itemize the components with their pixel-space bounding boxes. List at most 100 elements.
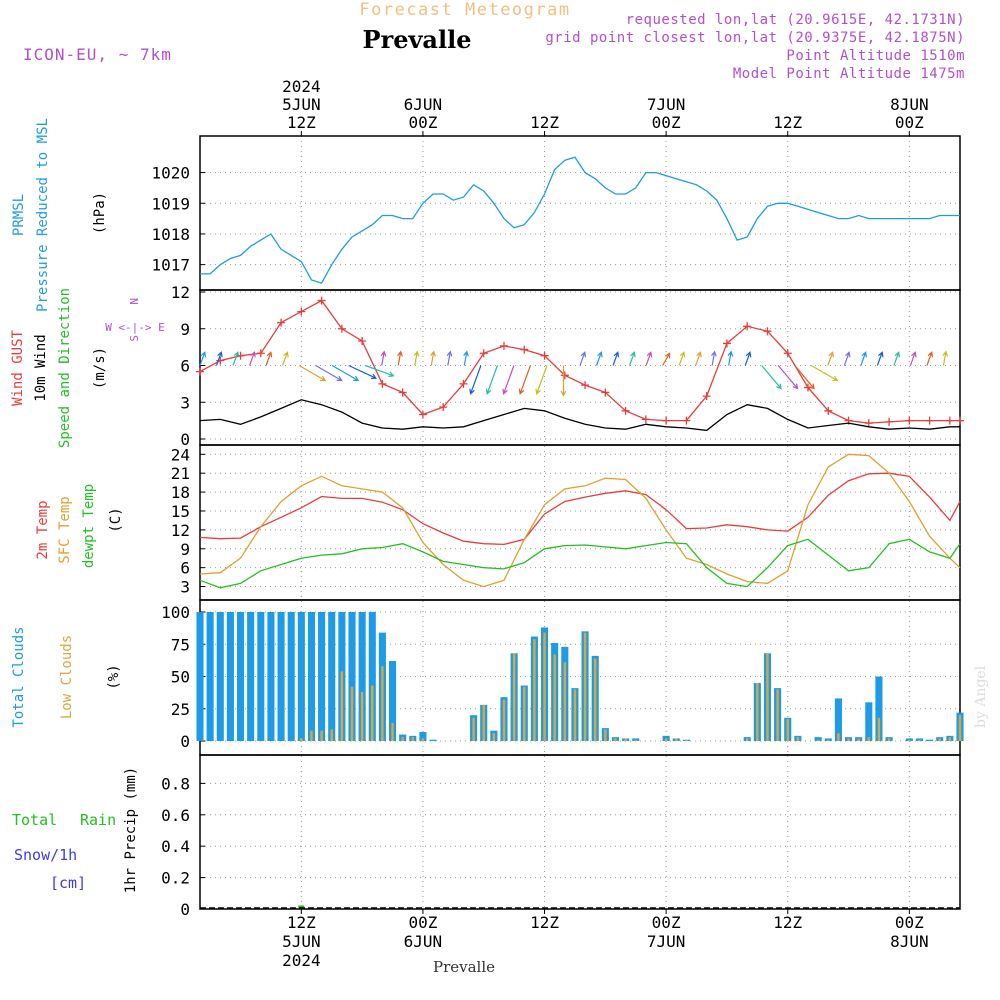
wind-arrow	[331, 364, 360, 382]
bottom-time-label: 12Z	[530, 913, 559, 932]
wind-arrow	[199, 351, 207, 366]
y-tick-label: 6	[180, 559, 190, 578]
bottom-time-label: 8JUN	[890, 932, 929, 951]
wind-line	[199, 399, 960, 432]
top-time-label: 2024	[282, 77, 321, 96]
gust-marker	[864, 419, 873, 428]
y-tick-label: 0.4	[161, 837, 190, 856]
total-cloud-bar	[905, 738, 913, 741]
top-time-label: 8JUN	[890, 95, 929, 114]
top-time-label: 00Z	[895, 113, 924, 132]
gust-marker	[459, 379, 468, 388]
total-cloud-bar	[358, 612, 366, 741]
gust-marker	[398, 388, 407, 397]
wind-ylabel-3: Speed and Direction	[57, 288, 73, 448]
total-cloud-bar	[429, 739, 437, 741]
total-cloud-bar	[875, 676, 883, 741]
temp-ylabel-2: SFC Temp	[57, 496, 73, 563]
y-tick-label: 0	[180, 430, 190, 449]
low-cloud-bar	[604, 729, 607, 741]
y-tick-label: 25	[171, 700, 190, 719]
gust-marker	[824, 406, 833, 415]
low-cloud-bar	[675, 738, 678, 741]
wind-arrow	[893, 351, 901, 366]
wind-arrow	[876, 351, 884, 366]
wind-arrow	[909, 351, 917, 366]
y-tick-label: 0.8	[161, 774, 190, 793]
gust-marker	[581, 381, 590, 390]
low-cloud-bar	[867, 737, 871, 741]
top-time-label: 5JUN	[282, 95, 321, 114]
y-tick-label: 1019	[151, 194, 190, 213]
y-tick-label: 15	[171, 502, 190, 521]
y-tick-label: 9	[180, 540, 190, 559]
model-label: ICON-EU, ~ 7km	[23, 45, 172, 64]
low-cloud-bar	[634, 739, 637, 741]
info-line-1: requested lon,lat (20.9615E, 42.1731N)	[626, 12, 965, 28]
y-tick-label: 12	[171, 283, 190, 302]
total-cloud-bar	[834, 698, 842, 741]
gust-marker	[358, 337, 367, 345]
low-cloud-bar	[523, 686, 526, 741]
bottom-time-label: 6JUN	[404, 932, 443, 951]
top-time-label: 12Z	[773, 113, 802, 132]
y-tick-label: 1018	[151, 225, 190, 244]
low-cloud-bar	[300, 738, 303, 741]
low-cloud-bar	[371, 685, 374, 741]
gust-marker	[540, 351, 549, 360]
low-cloud-bar	[827, 739, 830, 741]
temp-ylabel-1: 2m Temp	[35, 500, 51, 559]
low-cloud-bar	[512, 653, 516, 741]
bottom-time-label: 00Z	[652, 913, 681, 932]
low-cloud-bar	[573, 689, 577, 741]
dewpt-line	[199, 538, 961, 589]
top-time-label: 12Z	[287, 113, 316, 132]
wind-ylabel-4: (m/s)	[92, 347, 108, 389]
pressure-ylabel-1: PRMSL	[11, 194, 27, 236]
low-cloud-bar	[553, 654, 556, 741]
wind-arrow	[215, 351, 223, 366]
panel-frame	[199, 444, 961, 601]
panel-frame	[199, 754, 961, 910]
gust-marker	[317, 296, 326, 305]
wind-arrow	[711, 350, 717, 366]
y-tick-label: 75	[171, 635, 190, 654]
y-tick-label: 24	[171, 445, 190, 464]
total-cloud-bar	[915, 738, 924, 741]
low-cloud-bar	[330, 729, 333, 741]
total-cloud-bar	[368, 612, 376, 741]
wind-arrow	[469, 365, 482, 395]
gust-marker	[783, 349, 792, 358]
pressure-ylabel-3: (hPa)	[92, 192, 108, 234]
bottom-time-label: 00Z	[408, 913, 437, 932]
y-tick-label: 3	[180, 393, 190, 412]
temp-2m-line	[199, 472, 961, 546]
cloud-ylabels: Total Clouds Low Clouds (%)	[11, 626, 122, 727]
gust-marker	[560, 371, 569, 380]
total-cloud-bar	[926, 739, 934, 741]
low-cloud-bar	[685, 739, 688, 741]
cloud-ylabel-1: Total Clouds	[11, 626, 27, 727]
low-cloud-bar	[593, 658, 597, 741]
low-cloud-bar	[391, 722, 394, 741]
gust-marker	[337, 324, 346, 333]
top-time-label: 00Z	[652, 113, 681, 132]
gust-marker	[256, 349, 265, 358]
total-cloud-bar	[287, 612, 295, 741]
y-tick-label: 100	[161, 603, 190, 622]
wind-arrow	[232, 351, 240, 366]
gust-marker	[925, 416, 934, 425]
low-cloud-bar	[776, 689, 779, 741]
low-cloud-bar	[756, 682, 759, 741]
low-cloud-bar	[583, 632, 587, 741]
y-tick-label: 0.2	[161, 869, 190, 888]
gust-marker	[743, 322, 752, 331]
total-cloud-bar	[267, 612, 275, 741]
y-tick-label: 9	[180, 320, 190, 339]
low-cloud-bar	[908, 739, 911, 741]
pressure-line	[200, 156, 960, 284]
wind-arrow	[843, 351, 851, 366]
wind-arrow	[485, 365, 498, 395]
low-cloud-bar	[482, 704, 485, 741]
